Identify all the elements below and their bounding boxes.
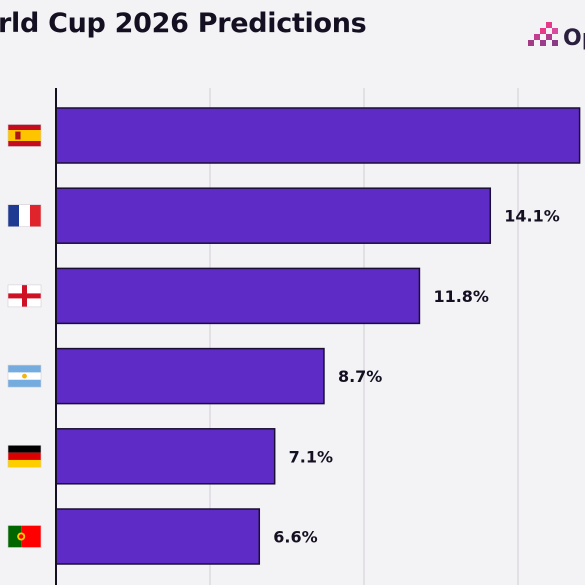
opta-logo: Op — [528, 22, 585, 56]
bar-argentina — [55, 347, 325, 405]
bar-portugal — [55, 508, 261, 565]
value-label: 8.7% — [338, 367, 382, 386]
chart-title: rld Cup 2026 Predictions — [0, 8, 367, 39]
bar-spain — [55, 107, 581, 164]
england-flag-icon — [7, 284, 42, 308]
flags — [7, 124, 42, 548]
portugal-flag-icon — [7, 525, 42, 548]
bar-france — [55, 187, 492, 244]
value-label: 14.1% — [504, 207, 560, 226]
opta-logo-icon — [528, 22, 558, 46]
bar-germany — [55, 428, 276, 485]
value-labels: 14.1% 11.8% 8.7% 7.1% 6.6% — [273, 207, 560, 547]
grid-lines — [209, 88, 519, 585]
value-label: 11.8% — [433, 287, 489, 306]
spain-flag-icon — [7, 124, 42, 147]
value-label: 6.6% — [273, 528, 317, 547]
value-label: 7.1% — [289, 447, 333, 466]
bars — [55, 107, 581, 565]
argentina-flag-icon — [7, 364, 42, 388]
bar-england — [55, 267, 421, 325]
france-flag-icon — [7, 204, 42, 227]
logo-text: Op — [563, 26, 585, 51]
germany-flag-icon — [7, 444, 42, 468]
